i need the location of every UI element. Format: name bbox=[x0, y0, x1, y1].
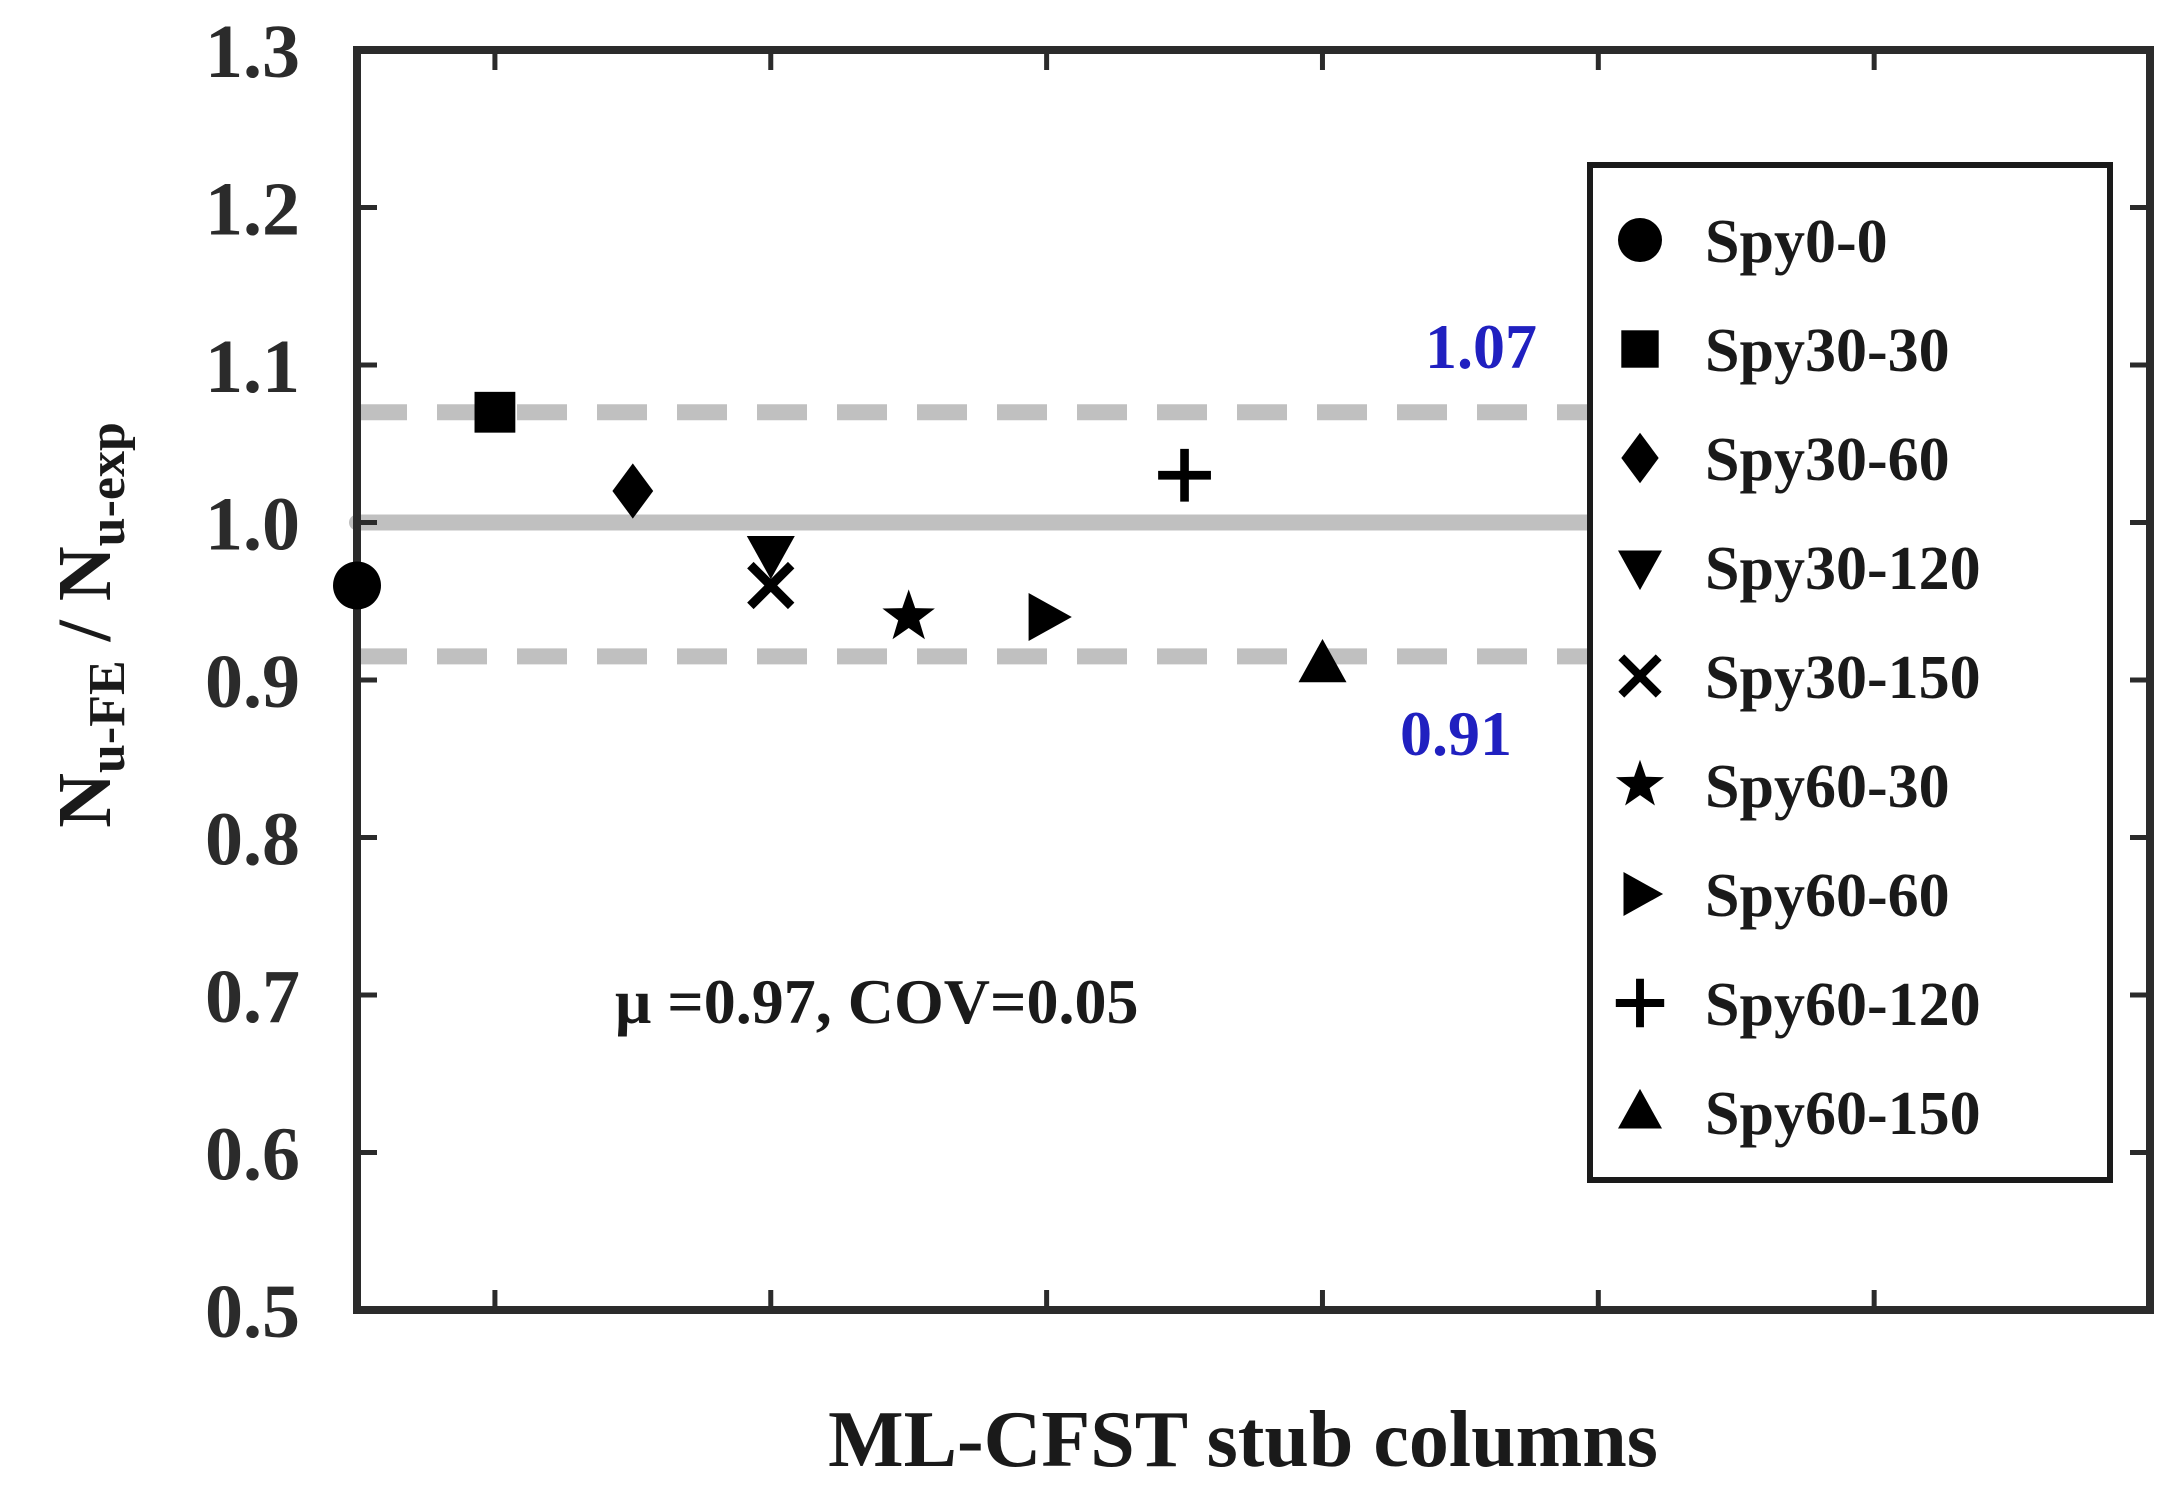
legend-label: Spy30-60 bbox=[1705, 426, 1950, 494]
y-title-base2: N bbox=[43, 546, 127, 601]
legend-marker-spy60-150 bbox=[1618, 1088, 1662, 1129]
legend-marker-spy30-30 bbox=[1621, 330, 1659, 368]
legend-label: Spy60-120 bbox=[1705, 971, 1981, 1039]
y-title-base1: N bbox=[43, 773, 127, 828]
y-tick-label: 1.3 bbox=[205, 10, 300, 94]
y-title-sep: / bbox=[43, 601, 127, 660]
marker-spy60-150 bbox=[1298, 639, 1347, 683]
y-title-sub1: u-FE bbox=[79, 660, 136, 773]
y-tick-label: 0.7 bbox=[205, 955, 300, 1039]
axes bbox=[353, 46, 2154, 1314]
y-tick-label: 0.5 bbox=[205, 1270, 300, 1354]
legend: Spy0-0 Spy30-30 Spy30-60 Spy30-120 Spy30-150… bbox=[1587, 162, 2113, 1183]
y-tick-label: 0.8 bbox=[205, 798, 300, 882]
y-tick-labels: 0.5 0.6 0.7 0.8 0.9 1.0 1.1 1.2 1.3 bbox=[205, 10, 300, 1354]
y-axis-title: Nu-FE / Nu-exp bbox=[43, 422, 136, 828]
reference-lines bbox=[349, 404, 1607, 665]
y-tick-label: 1.0 bbox=[205, 483, 300, 567]
y-tick-label: 1.1 bbox=[205, 325, 300, 409]
legend-label: Spy60-150 bbox=[1705, 1080, 1981, 1148]
lower-bound-label: 0.91 bbox=[1400, 698, 1512, 769]
legend-marker-spy60-60 bbox=[1623, 872, 1664, 916]
marker-spy60-60 bbox=[1028, 593, 1072, 641]
y-title-sub2: u-exp bbox=[79, 422, 136, 546]
data-markers bbox=[333, 391, 1347, 683]
marker-spy30-60 bbox=[612, 463, 654, 519]
legend-label: Spy30-120 bbox=[1705, 535, 1981, 603]
upper-bound-label: 1.07 bbox=[1425, 311, 1537, 382]
legend-label: Spy60-30 bbox=[1705, 753, 1950, 821]
legend-marker-spy30-60 bbox=[1621, 432, 1659, 484]
legend-marker-spy30-120 bbox=[1618, 550, 1662, 591]
legend-marker-spy0-0 bbox=[1618, 218, 1662, 262]
y-tick-label: 1.2 bbox=[205, 168, 300, 252]
marker-spy0-0 bbox=[333, 561, 381, 610]
marker-spy60-120 bbox=[1158, 448, 1211, 502]
legend-marker-spy30-150 bbox=[1618, 654, 1662, 698]
legend-label: Spy60-60 bbox=[1705, 862, 1950, 930]
marker-spy60-30 bbox=[882, 589, 935, 640]
x-axis-title: ML-CFST stub columns bbox=[828, 1396, 1658, 1484]
marker-spy30-120 bbox=[746, 536, 795, 580]
legend-box bbox=[1587, 162, 2113, 1183]
stats-annotation: μ =0.97, COV=0.05 bbox=[615, 966, 1138, 1037]
marker-spy30-30 bbox=[474, 391, 516, 433]
marker-spy30-150 bbox=[747, 561, 795, 610]
legend-label: Spy30-30 bbox=[1705, 317, 1950, 385]
legend-marker-spy60-120 bbox=[1615, 978, 1665, 1028]
legend-marker-spy60-30 bbox=[1615, 759, 1665, 806]
legend-label: Spy0-0 bbox=[1705, 208, 1888, 276]
y-tick-label: 0.9 bbox=[205, 640, 300, 724]
y-tick-label: 0.6 bbox=[205, 1113, 300, 1197]
legend-label: Spy30-150 bbox=[1705, 644, 1981, 712]
